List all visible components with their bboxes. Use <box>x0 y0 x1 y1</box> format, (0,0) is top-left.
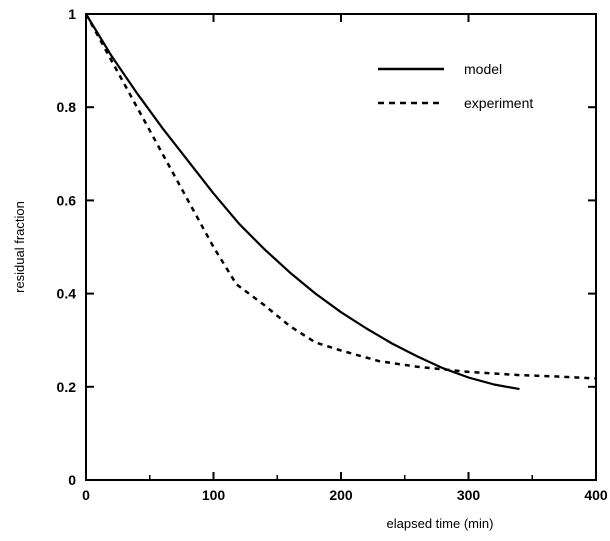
legend-experiment-label: experiment <box>464 95 533 111</box>
y-tick-label: 0.2 <box>57 379 77 395</box>
y-tick-label: 0.8 <box>57 99 77 115</box>
x-tick-label: 300 <box>457 487 481 503</box>
series-layer <box>84 13 597 391</box>
x-tick-label: 200 <box>329 487 353 503</box>
plot-frame <box>85 13 597 481</box>
series-line-experiment <box>84 13 597 380</box>
x-tick-label: 400 <box>584 487 608 503</box>
series-line-model <box>85 13 520 391</box>
y-axis-label: residual fraction <box>12 201 27 293</box>
y-tick-label: 0.4 <box>57 286 77 302</box>
y-tick-label: 0.6 <box>57 192 77 208</box>
x-tick-label: 0 <box>82 487 90 503</box>
x-tick-label: 100 <box>202 487 226 503</box>
y-tick-label: 1 <box>68 6 76 22</box>
x-axis-label: elapsed time (min) <box>387 516 494 531</box>
y-tick-label: 0 <box>68 472 76 488</box>
legend-model-label: model <box>464 61 502 77</box>
legend: model experiment <box>378 61 533 111</box>
axis-ticks: 0 100 200 300 400 0 0.2 0.4 0.6 0.8 1 <box>57 6 608 503</box>
